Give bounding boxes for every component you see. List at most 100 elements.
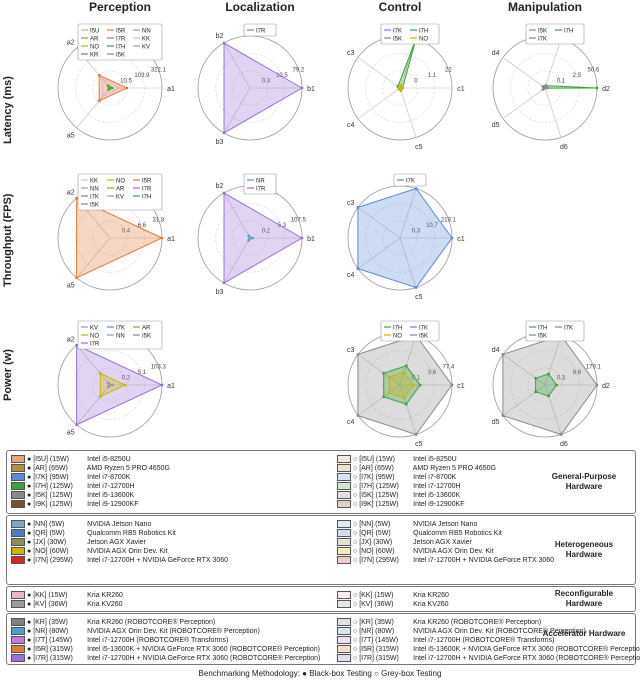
series-point-i5k [544,84,548,87]
grey-box-marker: ○ [353,455,360,463]
series-point-i7k [414,286,418,289]
hardware-name: Intel i7-12700H + NVIDIA GeForce RTX 306… [85,654,321,662]
hardware-code: [I5R] (315W) [33,645,73,653]
hardware-code: [KK] (15W) [359,591,394,599]
hardware-name: NVIDIA Jetson Nano [411,520,478,528]
black-box-marker: ● [27,491,34,499]
ring-value-label: 5.3 [278,223,287,229]
legend-color-swatch [337,455,351,463]
axis-label: d5 [492,419,500,426]
axis-label: c5 [415,144,423,151]
series-point-i7h [418,383,422,387]
hardware-name: Intel i9-12900KF [85,500,139,508]
legend-entry-i7h: I7H [564,28,573,34]
legend-hardware-entry: ● [I5R] (315W) Intel i5-13600K + NVIDIA … [11,645,320,654]
hardware-name: NVIDIA AGX Orin Dev. Kit (ROBOTCORE® Per… [411,627,586,635]
axis-label: d2 [602,383,610,390]
hardware-code: [I5U] (15W) [359,455,395,463]
series-point-i7k [356,206,360,209]
legend-group-title: Accelerator Hardware [542,629,626,638]
legend-color-swatch [11,473,25,481]
axis-label: d2 [602,86,610,93]
legend-color-swatch [337,500,351,508]
grey-box-marker: ○ [353,482,360,490]
grey-box-marker: ○ [353,538,360,546]
legend-entry-no: NO [90,333,99,339]
hardware-name: Intel i7-12700H + NVIDIA GeForce RTX 306… [85,556,229,564]
series-point-i7r [75,343,78,347]
chart-legend-box [380,320,440,342]
series-point-i7r [222,281,226,285]
ring-value-label: 0.3 [557,376,566,382]
legend-entry-i5k: I5K [116,52,125,58]
axis-label: c5 [415,294,423,301]
ring-value-label: 79.2 [293,67,305,73]
hardware-name: Intel i7-12700H + NVIDIA GeForce RTX 306… [411,654,640,662]
hardware-name: Intel i5-13600K [85,491,135,499]
axis-label: c1 [457,383,465,390]
ring-value-label: 0 [414,79,418,85]
black-box-marker: ● [27,600,34,608]
axis-label: a5 [67,133,75,140]
series-point-i7r [300,236,304,240]
grey-box-marker: ○ [353,473,360,481]
legend-entry-i7k: I7K [393,28,402,34]
legend-hardware-entry: ○ [KK] (15W) Kria KR260 [337,591,449,600]
ring-value-label: 3.6 [428,370,437,376]
hardware-name: AMD Ryzen 5 PRO 4650G [85,464,171,472]
axis-label: d5 [492,122,500,129]
series-point-i5k [501,353,505,356]
series-point-i5k [450,383,454,387]
ring-value-label: 2.5 [573,73,582,79]
axis-label: a1 [167,383,175,390]
axis-label: a2 [67,336,75,343]
series-polygon-no [388,371,415,399]
series-point-no [399,89,403,92]
grey-box-marker: ○ [353,556,360,564]
series-point-i5k [414,433,418,436]
legend-color-swatch [337,600,351,608]
legend-color-swatch [11,529,25,537]
axis-label: a1 [167,86,175,93]
footer-black-box: Black-box Testing [309,669,372,678]
footer-methodology: Benchmarking Methodology: ● Black-box Te… [0,669,640,678]
legend-color-swatch [11,636,25,644]
ring-value-label: 5.1 [138,370,147,376]
hardware-name: Intel i7-12700H [411,482,461,490]
legend-hardware-entry: ○ [I7K] (95W) Intel i7-8700K [337,473,456,482]
ring-value-label: 10.7 [426,223,438,229]
axis-spoke [223,87,251,134]
hardware-name: Intel i7-12700H (ROBOTCORE® Transforms) [85,636,229,644]
black-box-marker: ● [27,654,34,662]
axis-spoke [223,42,251,89]
series-polygon-i7r [223,42,304,134]
series-point-kv [106,385,110,389]
black-box-marker: ● [27,529,34,537]
legend-entry-i7h: I7H [393,325,402,331]
chart-legend-box [77,320,163,350]
series-point-i7r [75,423,78,427]
legend-color-swatch [11,500,25,508]
axis-spoke [223,192,251,239]
legend-hardware-entry: ● [I7T] (145W) Intel i7-12700H (ROBOTCOR… [11,636,228,645]
hardware-name: Intel i5-13600K + NVIDIA GeForce RTX 306… [85,645,320,653]
axis-spoke [399,87,417,138]
legend-entry-i5k: I5K [90,202,99,208]
legend-hardware-entry: ● [I5U] (15W) Intel i5-8250U [11,455,131,464]
legend-hardware-entry: ○ [NO] (60W) NVIDIA AGX Orin Dev. Kit [337,547,494,556]
chart-legend-box [243,23,277,37]
legend-color-swatch [337,654,351,662]
legend-group-box: Accelerator Hardware ● [KR] (35W) Kria KR… [6,613,640,665]
series-polygon-i7k [357,187,453,289]
legend-hardware-entry: ● [KR] (35W) Kria KR260 (ROBOTCORE® Perc… [11,618,215,627]
legend-entry-nn: NN [142,28,151,34]
axis-spoke [502,384,546,416]
legend-hardware-entry: ● [I7K] (95W) Intel i7-8700K [11,473,130,482]
legend-entry-kk: KK [90,178,98,184]
legend-hardware-entry: ○ [I7T] (145W) Intel i7-12700H (ROBOTCOR… [337,636,554,645]
black-box-marker: ● [27,473,34,481]
series-point-kk [101,95,105,99]
axis-label: b2 [216,33,224,40]
hardware-name: Kria KR260 (ROBOTCORE® Perception) [85,618,216,626]
ring-value-label: 0.3 [262,79,271,85]
